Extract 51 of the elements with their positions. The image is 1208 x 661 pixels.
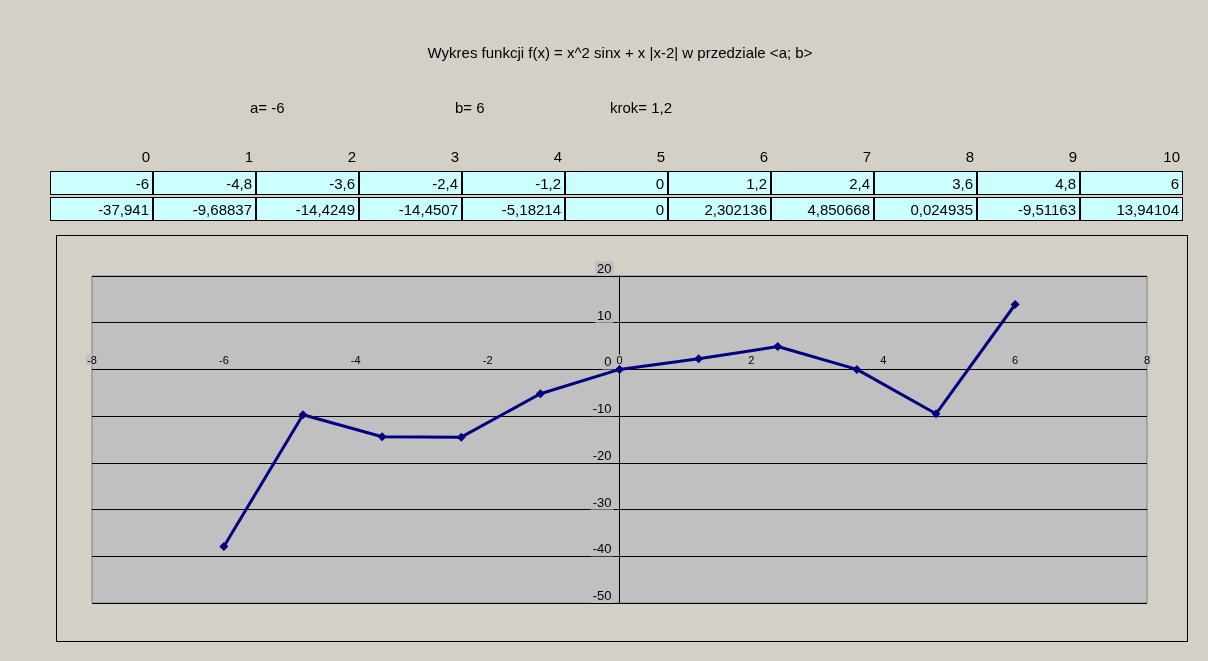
y-tick-label: -10 (592, 401, 612, 417)
text: 2 (346, 147, 357, 167)
text: 6 (1080, 171, 1183, 195)
x-tick-label: 2 (748, 353, 755, 366)
x-tick-label: -4 (350, 353, 361, 366)
x-tick-label: -6 (218, 353, 229, 366)
y-tick-label: -50 (592, 588, 612, 603)
text: 3 (449, 147, 460, 167)
text: -6 (50, 171, 153, 195)
text: 1 (243, 147, 254, 167)
text: -14,4249 (256, 197, 359, 221)
text: 2,4 (771, 171, 874, 195)
text: 0 (140, 147, 151, 167)
text: krok= 1,2 (610, 98, 673, 116)
text: 9 (1067, 147, 1078, 167)
text: a= -6 (250, 98, 285, 116)
text: -37,941 (50, 197, 153, 221)
text: 1,2 (668, 171, 771, 195)
text: 3,6 (874, 171, 977, 195)
text: -4,8 (153, 171, 256, 195)
chart-title: Wykres funkcji f(x) = x^2 sinx + x |x-2| w przedziale <a; b> (426, 43, 814, 63)
text: -5,18214 (462, 197, 565, 221)
x-tick-label: 4 (880, 353, 887, 366)
text: -2,4 (359, 171, 462, 195)
text: 5 (655, 147, 666, 167)
text: 8 (964, 147, 975, 167)
text: 7 (861, 147, 872, 167)
text: -9,51163 (977, 197, 1080, 221)
x-tick-label: -2 (482, 353, 493, 366)
y-tick-label: -20 (592, 447, 612, 463)
x-tick-label: 6 (1012, 353, 1019, 366)
text: 0,024935 (874, 197, 977, 221)
x-tick-label: 0 (616, 353, 623, 366)
text: 10 (1162, 147, 1181, 167)
text: 2,302136 (668, 197, 771, 221)
y-tick-label: 20 (597, 261, 612, 276)
x-tick-label: -8 (87, 353, 97, 366)
text: 13,94104 (1080, 197, 1183, 221)
y-tick-label: -30 (592, 494, 612, 510)
text: b= 6 (455, 98, 485, 116)
text: -1,2 (462, 171, 565, 195)
text: 4 (552, 147, 563, 167)
y-tick-label: -40 (592, 541, 612, 557)
text: 4,850668 (771, 197, 874, 221)
y-tick-label: 10 (597, 307, 612, 323)
text: -3,6 (256, 171, 359, 195)
x-tick-label: 8 (1143, 353, 1151, 366)
text: 6 (758, 147, 769, 167)
text: 4,8 (977, 171, 1080, 195)
text: -9,68837 (153, 197, 256, 221)
text: -14,4507 (359, 197, 462, 221)
